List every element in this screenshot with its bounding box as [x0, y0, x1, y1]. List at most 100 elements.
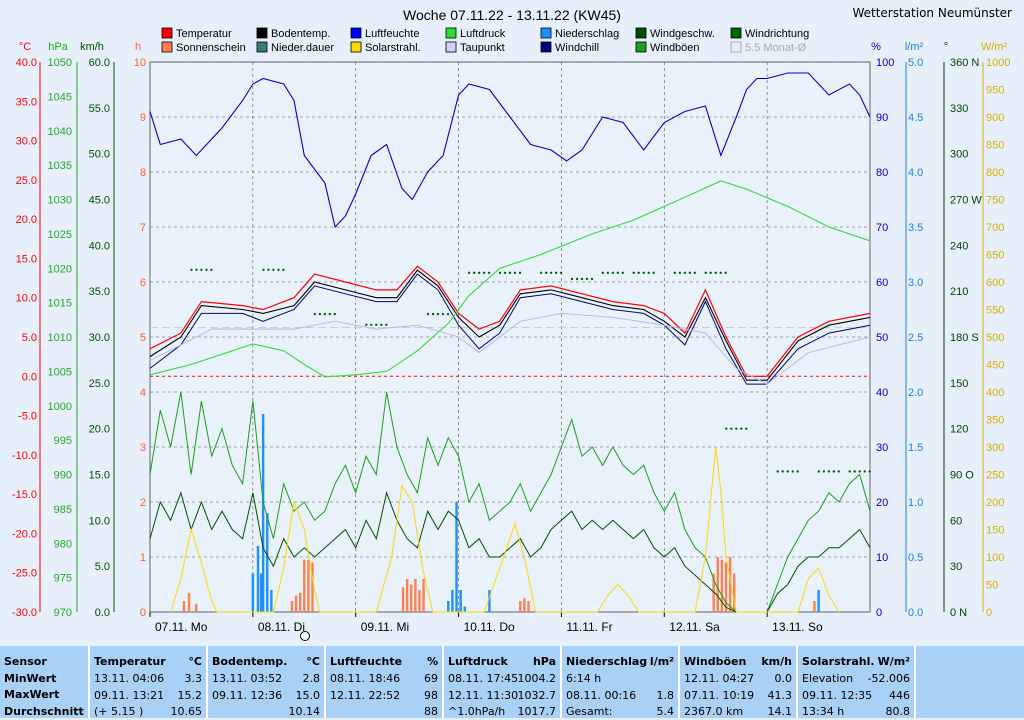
wind-direction-dot — [426, 312, 430, 316]
wind-direction-dot — [477, 271, 481, 275]
cell-when: 6:14 h — [566, 672, 602, 685]
sunshine-bar — [720, 559, 724, 612]
hours-axis-tick: 4 — [140, 387, 146, 399]
sunshine-bar — [519, 601, 522, 612]
sunshine-bar — [422, 579, 425, 612]
wind-direction-dot — [590, 277, 594, 281]
col-unit: % — [426, 655, 438, 668]
pressure-axis-tick: 1010 — [48, 332, 72, 344]
cell-value: 69 — [424, 672, 438, 685]
wind-axis-tick: 10.0 — [89, 515, 110, 527]
wind-direction-dot — [673, 271, 677, 275]
wind-direction-dot — [678, 271, 682, 275]
summary-table: Sensor MinWert MaxWert Durchschnitt Temp… — [0, 646, 1024, 718]
x-tick-label: 10.11. Do — [464, 620, 515, 634]
wind-direction-dot — [190, 268, 193, 271]
summary-col-title: Luftfeuchte% — [330, 653, 438, 670]
header-sensor: Sensor — [4, 655, 47, 668]
direction-axis-tick: 360 N — [950, 57, 979, 69]
unit-label: hPa — [48, 41, 68, 53]
summary-cell: 12.11. 11:30 1032.7 — [448, 687, 556, 704]
solar-axis-tick: 0 — [986, 607, 992, 619]
temp-axis-tick: -5.0 — [18, 411, 37, 423]
summary-cell: ^1.0hPa/h 1017.7 — [448, 703, 556, 720]
summary-col-title: Solarstrahl. W/m² — [802, 653, 910, 670]
axes-layer: 07.11. Mo 08.11. Di 09.11. Mi 10.11. Do 11.1… — [12, 41, 1010, 641]
summary-empty-col — [914, 646, 1024, 718]
wind-direction-dot — [745, 427, 748, 430]
wind-direction-dot — [868, 470, 871, 473]
sunshine-bar — [187, 592, 191, 612]
solar-axis-tick: 150 — [986, 525, 1004, 537]
summary-cell: 07.11. 10:19 41.3 — [684, 687, 792, 704]
x-tick-label: 12.11. Sa — [669, 620, 720, 634]
solar-axis-tick: 350 — [986, 415, 1004, 427]
wind-direction-dot — [210, 268, 213, 271]
hours-axis-tick: 9 — [140, 112, 146, 124]
wind-direction-dot — [508, 271, 512, 275]
wind-direction-dot — [498, 271, 502, 275]
sunshine-bar — [195, 603, 198, 612]
wind-axis-tick: 25.0 — [89, 378, 110, 390]
hours-axis-tick: 8 — [140, 167, 146, 179]
legend-label: 5.5 Monat-Ø — [745, 42, 807, 54]
summary-cell: (+ 5.15 ) 10.65 — [94, 703, 202, 720]
summary-col-title: Luftdruck hPa — [448, 653, 556, 670]
series-bodentemp — [149, 269, 871, 381]
wind-direction-dot — [539, 271, 543, 275]
legend-label: Windchill — [555, 42, 599, 54]
rain-bar — [251, 573, 255, 612]
temp-axis-tick: -15.0 — [12, 489, 37, 501]
summary-col-4: Niederschlag l/m² 6:14 h 08.11. 00:16 1.8 Ges… — [560, 646, 680, 718]
unit-label: W/m² — [981, 41, 1008, 53]
humidity-axis-tick: 100 — [876, 57, 894, 69]
cell-when: 12.11. 22:52 — [330, 688, 401, 702]
pressure-axis-tick: 1040 — [48, 126, 72, 138]
unit-label: km/h — [80, 41, 104, 53]
sunshine-bar — [405, 579, 409, 612]
wind-direction-dot — [472, 271, 476, 275]
solar-axis-tick: 850 — [986, 140, 1004, 152]
humidity-axis-tick: 60 — [876, 277, 888, 289]
cell-value: 5.4 — [656, 705, 675, 718]
chart-title: Woche 07.11.22 - 13.11.22 (KW45) — [403, 7, 621, 23]
col-unit: l/m² — [649, 655, 674, 668]
x-tick-label: 08.11. Di — [258, 620, 305, 634]
wind-direction-dot — [585, 277, 589, 281]
summary-col-title: Temperatur °C — [94, 653, 202, 670]
wind-direction-dot — [647, 271, 650, 275]
summary-cell: 08.11. 17:45 1004.2 — [448, 670, 556, 687]
unit-label: ° — [944, 41, 948, 53]
series-solarstrahl — [170, 446, 840, 613]
col-title: Bodentemp. — [212, 655, 288, 668]
cell-when: Gesamt: — [566, 705, 613, 718]
now-marker — [300, 631, 310, 641]
sunshine-bar — [307, 559, 310, 612]
sunshine-bar — [712, 573, 715, 612]
solar-axis-tick: 1000 — [986, 57, 1010, 69]
sunshine-bar — [813, 601, 816, 612]
rain-bar — [256, 546, 260, 612]
pressure-axis-tick: 1025 — [48, 229, 72, 241]
sunshine-bar — [733, 573, 736, 612]
cell-value: 1032.7 — [517, 688, 557, 702]
col-unit: hPa — [532, 655, 556, 668]
temp-axis-tick: 15.0 — [16, 253, 37, 265]
summary-col-3: Luftdruck hPa 08.11. 17:45 1004.2 12.11. 11:… — [442, 646, 562, 718]
col-unit: °C — [306, 655, 320, 668]
hours-axis-tick: 1 — [140, 552, 146, 564]
rain-axis-tick: 2.5 — [908, 332, 923, 344]
series-temperatur — [149, 265, 871, 377]
wind-direction-dot — [267, 268, 270, 271]
solar-axis-tick: 400 — [986, 387, 1004, 399]
wind-direction-dot — [318, 312, 322, 316]
wind-direction-dot — [467, 271, 471, 275]
cell-when: 12.11. 11:30 — [448, 688, 519, 702]
temp-axis-tick: -25.0 — [12, 568, 37, 580]
legend-label: Nieder.dauer — [271, 42, 334, 54]
legend-label: Luftdruck — [460, 28, 506, 40]
rain-bar — [455, 502, 458, 612]
x-tick-label: 13.11. So — [772, 620, 823, 634]
temp-axis-tick: 35.0 — [16, 96, 37, 108]
rain-axis-tick: 5.0 — [908, 57, 923, 69]
